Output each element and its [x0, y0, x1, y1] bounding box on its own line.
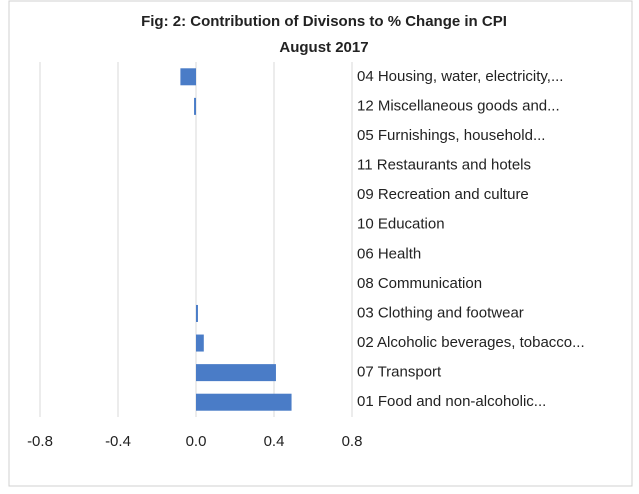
y-tick-label: 03 Clothing and footwear [357, 304, 524, 321]
y-tick-label: 09 Recreation and culture [357, 186, 529, 203]
x-tick-label: 0.0 [186, 433, 207, 450]
x-tick-label: 0.4 [264, 433, 285, 450]
bar [180, 68, 196, 86]
y-tick-label: 12 Miscellaneous goods and... [357, 97, 560, 114]
plot: -0.8 -0.4 0.0 0.4 0.8 04 Housing, water, elec… [27, 62, 585, 450]
bar [196, 334, 204, 352]
y-tick-label: 04 Housing, water, electricity,... [357, 68, 563, 85]
y-tick-label: 02 Alcoholic beverages, tobacco... [357, 334, 585, 351]
y-tick-label: 07 Transport [357, 364, 442, 381]
chart-frame [8, 0, 633, 487]
x-tick-label: -0.8 [27, 433, 53, 450]
bar [196, 364, 276, 382]
y-tick-label: 01 Food and non-alcoholic... [357, 393, 546, 410]
chart-subtitle: August 2017 [279, 39, 368, 56]
y-tick-label: 06 Health [357, 245, 421, 262]
y-tick-label: 08 Communication [357, 275, 482, 292]
x-tick-label: 0.8 [342, 433, 363, 450]
x-tick-label: -0.4 [105, 433, 131, 450]
bar [196, 393, 292, 411]
bar [194, 97, 196, 115]
chart-title: Fig: 2: Contribution of Divisons to % Ch… [141, 13, 507, 30]
y-tick-label: 10 Education [357, 216, 445, 233]
bar [196, 304, 198, 322]
y-tick-label: 05 Furnishings, household... [357, 127, 545, 144]
y-tick-label: 11 Restaurants and hotels [357, 157, 531, 174]
